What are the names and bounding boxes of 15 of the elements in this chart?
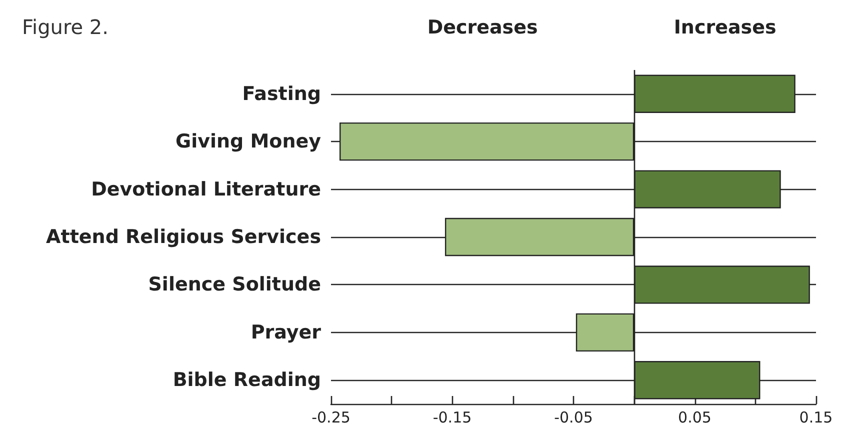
- x-tick-label: -0.25: [312, 408, 350, 426]
- x-tick-label: 0.15: [799, 408, 833, 426]
- text: Figure 2.: [22, 15, 109, 39]
- y-tick-label: Devotional Literature: [91, 178, 321, 200]
- y-tick-label: Bible Reading: [172, 369, 321, 392]
- y-tick-label: Fasting: [242, 82, 321, 105]
- y-tick-label: Attend Religious Services: [46, 226, 321, 248]
- y-tick-label: Silence Solitude: [148, 274, 321, 296]
- y-tick-label: Prayer: [250, 321, 322, 344]
- x-tick-label: 0.05: [678, 408, 712, 426]
- y-tick-label: Giving Money: [175, 130, 322, 153]
- x-tick-label: -0.15: [432, 408, 472, 426]
- x-tick-label: -0.05: [554, 408, 593, 426]
- text: Decreases: [427, 16, 538, 38]
- text: Increases: [674, 16, 776, 38]
